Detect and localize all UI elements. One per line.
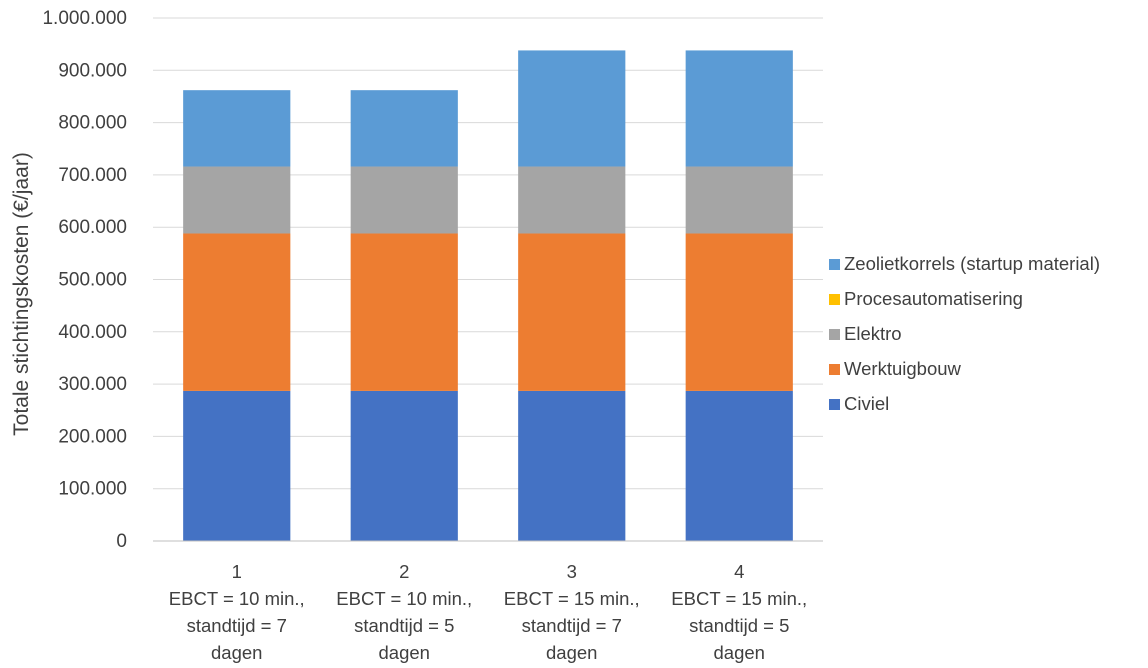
y-tick-label: 200.000 (58, 426, 127, 447)
y-tick-label: 800.000 (58, 113, 127, 134)
bar-segment (685, 50, 793, 167)
y-tick-label: 400.000 (58, 322, 127, 343)
bar-segment (183, 166, 291, 234)
x-tick-label: EBCT = 15 min., (504, 588, 640, 609)
bar-segment (350, 390, 458, 541)
bar-segment (183, 390, 291, 541)
y-tick-label: 1.000.000 (42, 8, 127, 29)
x-tick-label: 1 (232, 561, 242, 582)
x-category-labels: 1 EBCT = 10 min., standtijd = 7 dagen 2 EBCT … (169, 561, 807, 663)
x-tick-label: EBCT = 10 min., (169, 588, 305, 609)
x-tick-label: 3 (567, 561, 577, 582)
y-tick-label: 100.000 (58, 479, 127, 500)
legend-label: Zeolietkorrels (startup material) (844, 253, 1100, 274)
x-tick-label: 2 (399, 561, 409, 582)
legend: Zeolietkorrels (startup material) Procesa… (829, 253, 1100, 414)
bar-segment (685, 166, 793, 234)
x-tick-label: dagen (379, 642, 430, 663)
bar-segment (183, 233, 291, 391)
y-tick-label: 300.000 (58, 374, 127, 395)
bar-segment (518, 233, 626, 391)
x-tick-label: EBCT = 15 min., (671, 588, 807, 609)
legend-swatch (829, 259, 840, 270)
y-tick-label: 600.000 (58, 217, 127, 238)
legend-swatch (829, 364, 840, 375)
bar-segment (518, 50, 626, 167)
x-tick-label: standtijd = 7 (187, 615, 287, 636)
bar-segment (350, 233, 458, 391)
legend-label: Procesautomatisering (844, 288, 1023, 309)
bars (183, 50, 793, 541)
bar-segment (685, 390, 793, 541)
bar-segment (518, 390, 626, 541)
x-tick-label: standtijd = 5 (354, 615, 454, 636)
x-tick-label: dagen (714, 642, 765, 663)
x-tick-label: dagen (211, 642, 262, 663)
y-tick-label: 0 (116, 531, 127, 552)
x-tick-label: standtijd = 5 (689, 615, 789, 636)
bar-segment (183, 90, 291, 167)
x-tick-label: standtijd = 7 (522, 615, 622, 636)
x-tick-label: dagen (546, 642, 597, 663)
y-tick-labels: 0 100.000 200.000 300.000 400.000 500.000 600.… (42, 8, 127, 552)
legend-swatch (829, 329, 840, 340)
bar-segment (518, 166, 626, 234)
y-tick-label: 900.000 (58, 60, 127, 81)
legend-swatch (829, 294, 840, 305)
legend-label: Civiel (844, 393, 889, 414)
bar-segment (350, 166, 458, 234)
y-axis-label: Totale stichtingskosten (€/jaar) (10, 152, 33, 436)
x-tick-label: 4 (734, 561, 744, 582)
x-tick-label: EBCT = 10 min., (336, 588, 472, 609)
bar-segment (685, 233, 793, 391)
bar-segment (350, 90, 458, 167)
legend-swatch (829, 399, 840, 410)
legend-label: Elektro (844, 323, 902, 344)
legend-label: Werktuigbouw (844, 358, 962, 379)
y-tick-label: 700.000 (58, 165, 127, 186)
y-tick-label: 500.000 (58, 270, 127, 291)
